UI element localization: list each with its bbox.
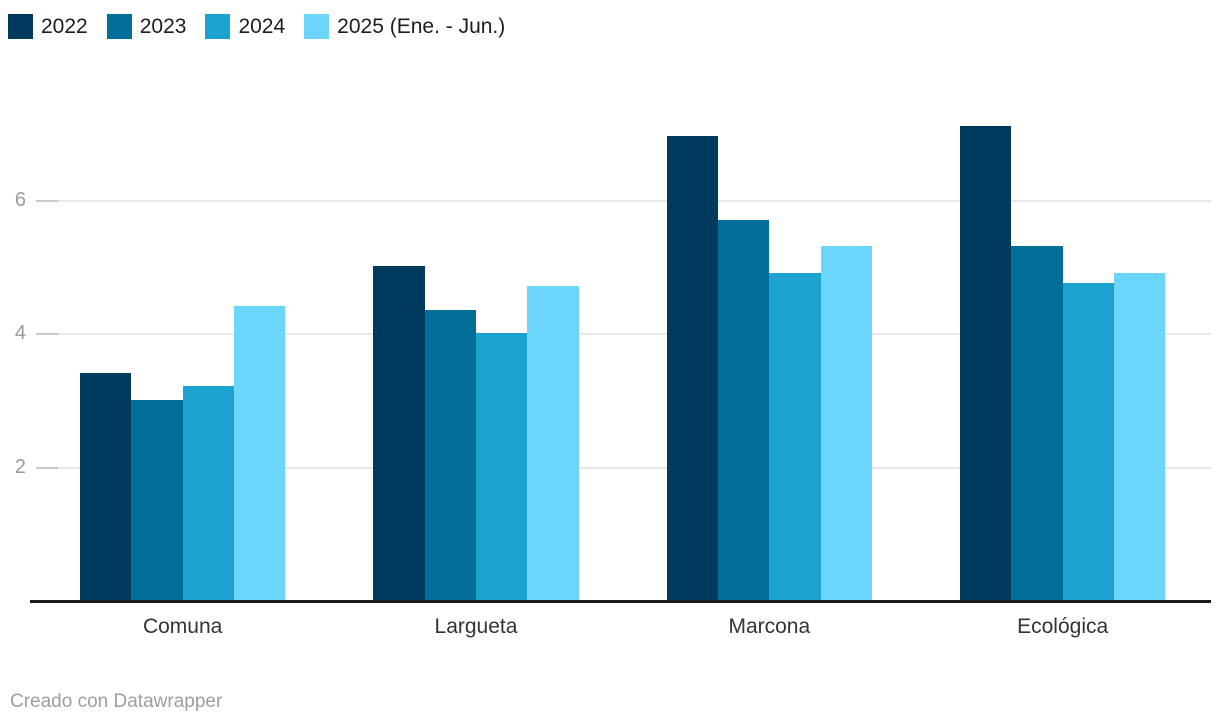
ytick-mark-2	[36, 467, 58, 469]
gridline-4	[36, 333, 1211, 335]
legend-swatch-icon	[106, 14, 132, 39]
bar-comuna-2022	[80, 373, 132, 600]
bar-marcona-2022	[666, 136, 718, 600]
bar-ecologica-2024	[1062, 282, 1114, 600]
bar-comuna-2024	[182, 386, 234, 600]
legend-item-2024: 2024	[205, 14, 285, 39]
bar-largueta-2023	[424, 309, 476, 600]
bar-comuna-2023	[131, 399, 183, 600]
legend-label: 2024	[238, 15, 286, 38]
legend-swatch-icon	[205, 14, 231, 39]
legend: 2022 2023 2024 2025 (Ene. - Jun.)	[8, 14, 505, 39]
bar-ecologica-2023	[1011, 246, 1063, 600]
datawrapper-credit: Creado con Datawrapper	[10, 691, 223, 712]
gridline-6	[36, 200, 1211, 202]
bar-largueta-2024	[475, 333, 528, 600]
category-label-marcona: Marcona	[728, 615, 811, 638]
legend-label: 2025 (Ene. - Jun.)	[337, 15, 506, 38]
bar-marcona-2024	[769, 272, 821, 600]
legend-swatch-icon	[8, 14, 33, 39]
bar-largueta-2022	[373, 266, 425, 600]
bar-ecologica-2025-ene-jun	[1113, 272, 1166, 600]
legend-label: 2023	[139, 15, 187, 38]
ytick-label-2: 2	[14, 456, 26, 478]
legend-label: 2022	[41, 15, 88, 38]
bar-marcona-2025-ene-jun	[820, 246, 872, 600]
bar-comuna-2025-ene-jun	[233, 306, 286, 600]
legend-item-2022: 2022	[8, 14, 88, 39]
ytick-label-6: 6	[14, 189, 26, 211]
category-label-largueta: Largueta	[434, 615, 518, 638]
gridline-2	[36, 467, 1211, 469]
bar-ecologica-2022	[959, 126, 1012, 600]
bar-marcona-2023	[717, 219, 770, 600]
x-axis-line	[30, 600, 1211, 603]
ytick-mark-4	[36, 333, 58, 335]
ytick-mark-6	[36, 200, 58, 202]
bar-largueta-2025-ene-jun	[527, 286, 579, 600]
ytick-label-4: 4	[14, 322, 26, 344]
legend-item-2025-ene-jun: 2025 (Ene. - Jun.)	[304, 14, 505, 39]
category-label-ecologica: Ecológica	[1017, 615, 1109, 638]
legend-swatch-icon	[304, 14, 330, 39]
category-label-comuna: Comuna	[142, 615, 223, 638]
legend-item-2023: 2023	[106, 14, 187, 39]
